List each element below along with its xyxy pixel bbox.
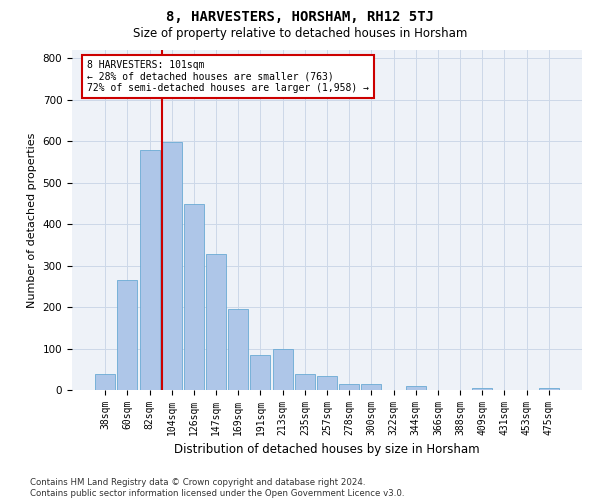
Bar — [206, 254, 226, 390]
Bar — [250, 355, 271, 390]
Y-axis label: Number of detached properties: Number of detached properties — [27, 132, 37, 308]
Bar — [228, 309, 248, 390]
Bar — [406, 386, 426, 390]
Bar — [295, 374, 315, 390]
Text: 8, HARVESTERS, HORSHAM, RH12 5TJ: 8, HARVESTERS, HORSHAM, RH12 5TJ — [166, 10, 434, 24]
Bar — [162, 142, 182, 390]
Text: Size of property relative to detached houses in Horsham: Size of property relative to detached ho… — [133, 28, 467, 40]
Bar — [95, 374, 115, 390]
X-axis label: Distribution of detached houses by size in Horsham: Distribution of detached houses by size … — [174, 444, 480, 456]
Text: Contains HM Land Registry data © Crown copyright and database right 2024.
Contai: Contains HM Land Registry data © Crown c… — [30, 478, 404, 498]
Bar — [140, 150, 160, 390]
Bar — [539, 388, 559, 390]
Bar — [184, 204, 204, 390]
Bar — [118, 280, 137, 390]
Bar — [361, 384, 382, 390]
Bar — [317, 376, 337, 390]
Bar — [339, 384, 359, 390]
Text: 8 HARVESTERS: 101sqm
← 28% of detached houses are smaller (763)
72% of semi-deta: 8 HARVESTERS: 101sqm ← 28% of detached h… — [88, 60, 370, 94]
Bar — [472, 388, 492, 390]
Bar — [272, 348, 293, 390]
